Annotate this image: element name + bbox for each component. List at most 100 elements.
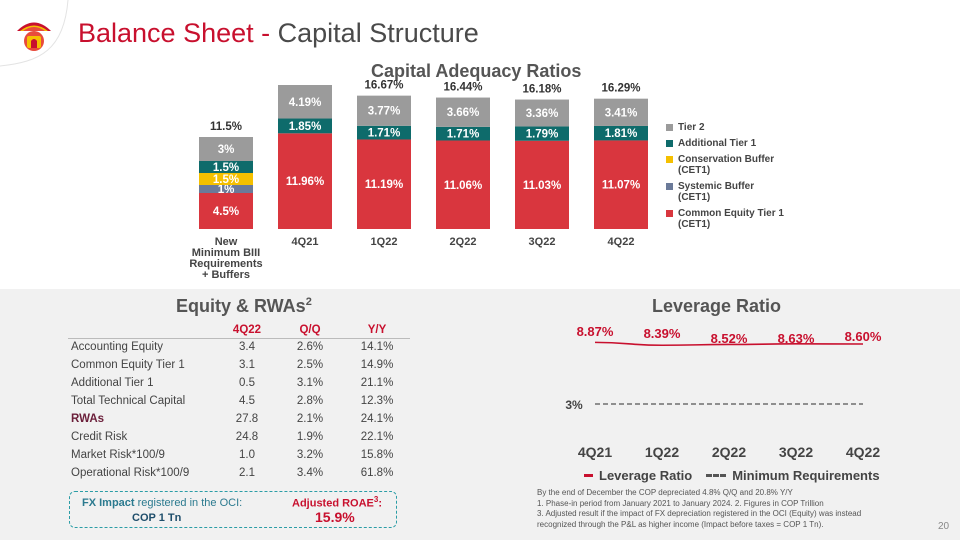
bar-segment [436, 140, 490, 229]
row-4q22: 24.8 [235, 431, 259, 443]
row-4q22: 4.5 [239, 395, 255, 407]
leverage-line-swatch [584, 474, 593, 477]
adjusted-roae-label: Adjusted ROAE3: [292, 495, 382, 510]
fx-impact-rest: registered in the OCI: [134, 497, 243, 509]
bar-segment [436, 97, 490, 127]
table-row: Additional Tier 1 0.5 3.1% 21.1% [68, 374, 410, 392]
footnote-line: 1. Phase-in period from January 2021 to … [537, 498, 824, 508]
house-umbrella-logo-icon [17, 22, 51, 51]
leverage-line [594, 341, 864, 347]
leverage-category-label: 3Q22 [779, 444, 813, 460]
fx-impact-value: COP 1 Tn [132, 512, 182, 524]
fx-impact-box: FX Impact registered in the OCI: COP 1 T… [69, 491, 397, 528]
equity-title: Equity & RWAs2 [176, 296, 312, 317]
capital-chart-title: Capital Adequacy Ratios [371, 61, 582, 81]
leverage-value-label: 8.87% [577, 324, 614, 339]
leverage-category-label: 1Q22 [645, 444, 679, 460]
bar-segment [357, 95, 411, 126]
leverage-value-label: 8.39% [644, 326, 681, 341]
category-label: 3Q22 [529, 236, 556, 248]
legend-label: Common Equity Tier 1 (CET1) [678, 208, 784, 230]
title-separator: - [253, 18, 278, 48]
bar-value-label: 3.36% [526, 108, 559, 120]
bar-value-label: 4.5% [213, 206, 239, 218]
capital-chart-legend: Tier 2 Additional Tier 1 Conservation Buff… [666, 122, 784, 235]
row-label: RWAs [71, 413, 105, 425]
title-sub: Capital Structure [277, 18, 479, 48]
table-row: Accounting Equity 3.4 2.6% 14.1% [68, 338, 410, 356]
bar-value-label: 11.06% [444, 180, 482, 192]
row-4q22: 3.1 [239, 359, 255, 371]
fx-impact-bold: FX Impact [82, 497, 135, 509]
legend-swatch [666, 210, 673, 217]
bar-segment [357, 125, 411, 140]
legend-label: Conservation Buffer (CET1) [678, 154, 775, 176]
bar-total-label: 18.00% [285, 80, 324, 81]
row-qq: 3.4% [296, 467, 324, 479]
leverage-title: Leverage Ratio [652, 296, 782, 316]
bar-value-label: 1.85% [289, 121, 322, 133]
bar-segment [199, 173, 253, 185]
equity-title-text: Equity & RWAs [176, 296, 306, 316]
row-yy: 14.1% [360, 341, 394, 354]
row-label: Accounting Equity [71, 341, 164, 354]
legend-item: Systemic Buffer (CET1) [666, 181, 784, 203]
column-header-qq: Q/Q [276, 322, 344, 339]
bar-value-label: 3.66% [447, 107, 480, 119]
row-label: Market Risk*100/9 [71, 449, 165, 461]
column-header-label [68, 322, 218, 339]
equity-rwas-table: 4Q22 Q/Q Y/Y Accounting Equity 3.4 2.6% 14.… [68, 322, 410, 482]
bar-segment [199, 137, 253, 161]
bar-value-label: 11.07% [602, 180, 640, 192]
leverage-value-label: 8.52% [711, 331, 748, 346]
leverage-category-label: 2Q22 [712, 444, 746, 460]
row-qq: 2.1% [296, 413, 324, 425]
capital-adequacy-chart: 4.5%1%1.5%1.5%3%11.5%11.96%1.85%4.19%18.… [189, 80, 648, 281]
table-row: Market Risk*100/9 1.0 3.2% 15.8% [68, 446, 410, 464]
bar-segment [199, 185, 253, 193]
leverage-ratio-chart: 8.87% 8.39% 8.52% 8.63% 8.60% 3% 4Q21 1Q22 2Q22 3… [565, 324, 882, 460]
table-row: RWAs 27.8 2.1% 24.1% [68, 410, 410, 428]
leverage-legend-line: Leverage Ratio [599, 468, 693, 483]
bar-segment [278, 133, 332, 229]
equity-title-footnote: 2 [305, 296, 312, 308]
legend-item: Conservation Buffer (CET1) [666, 154, 784, 176]
row-qq: 3.1% [296, 377, 324, 389]
legend-label: Tier 2 [678, 122, 705, 133]
legend-swatch [666, 140, 673, 147]
table-row: Credit Risk 24.8 1.9% 22.1% [68, 428, 410, 446]
bar-segment [199, 193, 253, 229]
minimum-requirement-label: 3% [565, 398, 583, 412]
bar-value-label: 1.5% [213, 174, 239, 186]
category-label: 4Q22 [608, 236, 635, 248]
leverage-category-label: 4Q21 [578, 444, 612, 460]
category-label: 1Q22 [371, 236, 398, 248]
category-label: Requirements [189, 258, 262, 270]
bar-value-label: 11.03% [523, 180, 561, 192]
bar-total-label: 16.29% [601, 83, 640, 95]
bar-segment [515, 140, 569, 229]
adjusted-roae-value: 15.9% [315, 509, 355, 525]
bar-segment [199, 161, 253, 173]
roae-colon: : [378, 497, 383, 510]
column-header-yy: Y/Y [344, 322, 410, 339]
row-label: Credit Risk [71, 431, 128, 443]
table-row: Common Equity Tier 1 3.1 2.5% 14.9% [68, 356, 410, 374]
bar-segment [357, 139, 411, 229]
title-main: Balance Sheet [78, 18, 254, 48]
leverage-value-label: 8.60% [845, 329, 882, 344]
row-yy: 24.1% [360, 413, 394, 425]
table-row: Operational Risk*100/9 2.1 3.4% 61.8% [68, 464, 410, 482]
legend-swatch [666, 156, 673, 163]
bar-segment [594, 140, 648, 229]
legend-item: Additional Tier 1 [666, 138, 784, 149]
bar-value-label: 11.19% [365, 179, 403, 191]
row-label: Additional Tier 1 [71, 377, 154, 389]
table-row: Total Technical Capital 4.5 2.8% 12.3% [68, 392, 410, 410]
row-4q22: 27.8 [235, 413, 259, 425]
category-label: New [215, 236, 238, 248]
category-label: 2Q22 [450, 236, 477, 248]
leverage-legend: Leverage Ratio Minimum Requirements [584, 468, 880, 483]
row-qq: 3.2% [296, 449, 324, 461]
leverage-value-label: 8.63% [778, 331, 815, 346]
